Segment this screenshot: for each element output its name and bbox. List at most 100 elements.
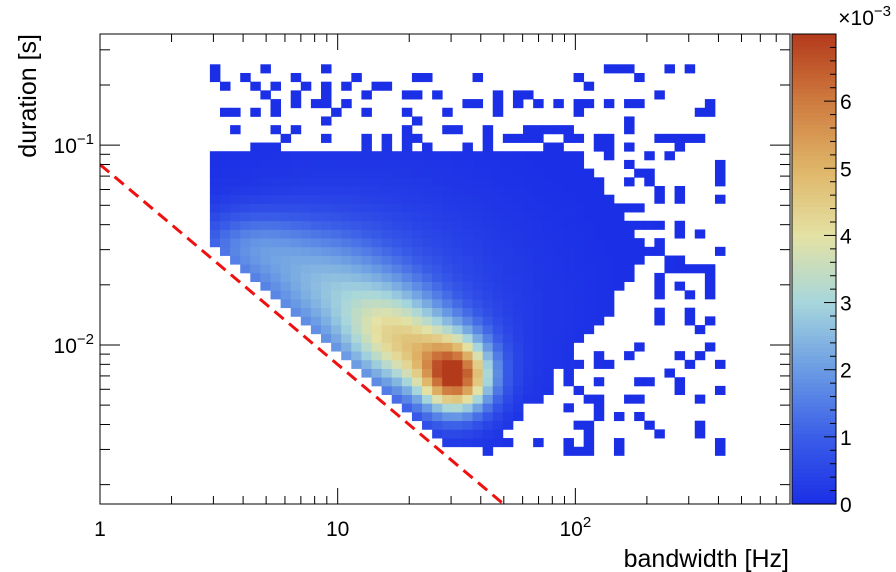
heatmap-cell xyxy=(290,194,302,204)
heatmap-cell xyxy=(634,168,645,178)
heatmap-cell xyxy=(391,377,403,387)
heatmap-cell xyxy=(533,159,544,169)
heatmap-cell xyxy=(422,185,433,196)
heatmap-cell xyxy=(442,333,453,343)
heatmap-cell xyxy=(462,281,473,291)
heatmap-cell xyxy=(290,298,302,309)
heatmap-cell xyxy=(331,194,342,204)
colorbar-segment xyxy=(792,445,836,450)
heatmap-cell xyxy=(462,368,473,378)
heatmap-cell xyxy=(432,411,443,422)
heatmap-cell xyxy=(361,272,372,282)
heatmap-cell xyxy=(250,185,261,196)
heatmap-cell xyxy=(553,298,564,309)
heatmap-cell xyxy=(573,229,585,239)
heatmap-cell xyxy=(452,325,463,335)
heatmap-cell xyxy=(331,229,342,239)
heatmap-cell xyxy=(523,220,534,230)
heatmap-cell xyxy=(401,316,413,326)
heatmap-cell xyxy=(634,342,645,352)
heatmap-cell xyxy=(220,212,231,222)
colorbar-segment xyxy=(792,284,836,290)
heatmap-cell xyxy=(583,272,595,282)
colorbar-segment xyxy=(792,124,836,129)
heatmap-cell xyxy=(270,281,282,291)
heatmap-cell xyxy=(553,272,564,282)
heatmap-cell xyxy=(462,99,473,109)
heatmap-cell xyxy=(310,238,322,248)
heatmap-cell xyxy=(543,368,554,378)
heatmap-cell xyxy=(664,64,675,74)
heatmap-cell xyxy=(482,203,494,213)
heatmap-cell xyxy=(553,325,564,335)
heatmap-cell xyxy=(220,151,231,161)
heatmap-cell xyxy=(442,290,453,300)
heatmap-cell xyxy=(543,142,554,152)
heatmap-cell xyxy=(432,185,443,196)
heatmap-cell xyxy=(371,212,383,222)
heatmap-cell xyxy=(280,177,292,187)
heatmap-cell xyxy=(482,325,494,335)
heatmap-cell xyxy=(422,151,433,161)
colorbar-segment xyxy=(792,210,836,215)
heatmap-cell xyxy=(694,394,706,404)
heatmap-cell xyxy=(624,264,635,274)
heatmap-cell xyxy=(482,229,494,239)
heatmap-cell xyxy=(432,368,443,378)
heatmap-cell xyxy=(684,307,696,317)
colorbar-segment xyxy=(792,120,836,125)
heatmap-cell xyxy=(442,438,453,448)
heatmap-cell xyxy=(502,220,514,230)
heatmap-cell xyxy=(624,125,635,135)
heatmap-cell xyxy=(533,133,544,143)
heatmap-cell xyxy=(391,264,403,274)
colorbar-segment xyxy=(792,88,836,94)
colorbar-segment xyxy=(792,472,836,478)
heatmap-cell xyxy=(543,212,554,222)
heatmap-cell xyxy=(411,316,423,326)
heatmap-cell xyxy=(462,159,473,169)
heatmap-cell xyxy=(634,246,645,256)
heatmap-cell xyxy=(371,316,383,326)
heatmap-cell xyxy=(553,185,564,196)
heatmap-cell xyxy=(391,272,403,282)
heatmap-cell xyxy=(250,229,261,239)
colorbar-segment xyxy=(792,249,836,254)
colorbar-segment xyxy=(792,276,836,282)
heatmap-cell xyxy=(472,377,484,387)
heatmap-cell xyxy=(280,255,292,265)
heatmap-cell xyxy=(624,203,635,213)
heatmap-cell xyxy=(321,99,332,109)
heatmap-cell xyxy=(351,194,362,204)
heatmap-cell xyxy=(482,438,494,448)
heatmap-cell xyxy=(230,185,241,196)
colorbar-segment xyxy=(792,468,836,474)
heatmap-cell xyxy=(613,255,625,265)
heatmap-cell xyxy=(502,238,514,248)
heatmap-cell xyxy=(462,359,473,369)
heatmap-cell xyxy=(523,246,534,256)
heatmap-cell xyxy=(634,220,645,230)
heatmap-cell xyxy=(321,151,332,161)
heatmap-cell xyxy=(674,220,686,230)
heatmap-cell xyxy=(674,142,686,152)
colorbar-segment xyxy=(792,65,836,70)
heatmap-cell xyxy=(391,255,403,265)
heatmap-cell xyxy=(371,359,383,369)
heatmap-cell xyxy=(523,377,534,387)
heatmap-cell xyxy=(432,159,443,169)
heatmap-cell xyxy=(553,99,564,109)
heatmap-cell xyxy=(230,159,241,169)
heatmap-cell xyxy=(250,168,261,178)
x-axis-tick-labels: 1 10 102 xyxy=(94,514,591,541)
heatmap-cell xyxy=(341,290,352,300)
heatmap-cell xyxy=(321,81,332,91)
heatmap-cell xyxy=(553,290,564,300)
heatmap-cell xyxy=(310,159,322,169)
heatmap-cell xyxy=(411,411,423,422)
heatmap-cell xyxy=(462,229,473,239)
heatmap-cell xyxy=(270,151,282,161)
colorbar-segment xyxy=(792,429,836,435)
heatmap-cell xyxy=(341,342,352,352)
heatmap-cell xyxy=(573,246,585,256)
